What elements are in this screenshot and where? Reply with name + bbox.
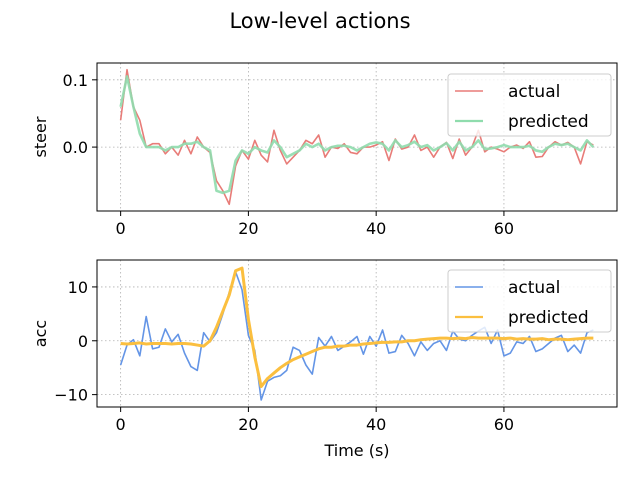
acc-legend: actual predicted — [447, 269, 612, 333]
acc-legend-predicted-label: predicted — [508, 308, 589, 328]
steer-x-tick-label: 60 — [494, 219, 514, 238]
acc-y-tick-label: 10 — [68, 278, 88, 297]
x-axis-label: Time (s) — [323, 441, 389, 460]
acc-legend-actual-label: actual — [508, 278, 560, 298]
acc-y-tick-label: −10 — [54, 386, 88, 405]
steer-predicted-line — [119, 75, 595, 195]
acc-actual-line — [119, 271, 594, 401]
steer-y-tick-label: 0.1 — [63, 71, 88, 90]
acc-y-axis-label: acc — [31, 320, 50, 347]
steer-legend-actual-label: actual — [508, 82, 560, 102]
acc-x-tick-label: 60 — [494, 415, 514, 434]
steer-x-tick-label: 20 — [238, 219, 258, 238]
steer-axes-frame — [96, 62, 618, 212]
acc-panel: 0 20 40 60 −10 0 10 acc actual predicted — [31, 259, 618, 434]
steer-y-axis-label: steer — [31, 116, 50, 157]
steer-legend-predicted-label: predicted — [508, 112, 589, 132]
steer-y-tick-label: 0.0 — [63, 138, 88, 157]
steer-panel: 0 20 40 60 0.0 0.1 steer actual predicted — [31, 62, 618, 238]
acc-legend-box — [447, 269, 612, 333]
acc-predicted-line — [120, 266, 594, 389]
steer-x-tick-label: 40 — [366, 219, 386, 238]
steer-legend-box — [447, 73, 612, 137]
acc-x-tick-label: 20 — [238, 415, 258, 434]
acc-axes-frame — [96, 259, 618, 408]
acc-x-tick-label: 40 — [366, 415, 386, 434]
acc-x-tick-label: 0 — [116, 415, 126, 434]
chart-title: Low-level actions — [229, 9, 410, 33]
steer-actual-line — [119, 68, 594, 206]
steer-x-tick-label: 0 — [116, 219, 126, 238]
acc-y-tick-label: 0 — [78, 332, 88, 351]
steer-legend: actual predicted — [447, 73, 612, 137]
